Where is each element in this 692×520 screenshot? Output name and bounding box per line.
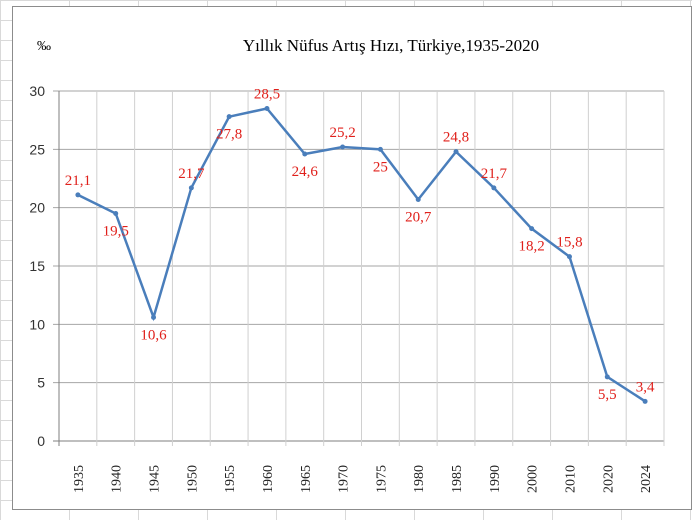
data-point xyxy=(642,398,648,404)
data-label: 15,8 xyxy=(556,235,582,251)
data-label: 21,1 xyxy=(65,173,91,189)
data-label: 25,2 xyxy=(329,125,355,141)
data-point xyxy=(113,211,119,216)
line-chart: ‰ Yıllık Nüfus Artış Hızı, Türkiye,1935-… xyxy=(29,36,665,493)
y-tick-label: 20 xyxy=(29,200,45,216)
x-tick-label: 1955 xyxy=(223,465,238,493)
data-label: 24,6 xyxy=(292,164,319,180)
x-tick-label: 1965 xyxy=(299,465,314,493)
data-point xyxy=(188,185,194,191)
x-tick-label: 2010 xyxy=(563,465,578,493)
chart-title: Yıllık Nüfus Artış Hızı, Türkiye,1935-20… xyxy=(243,36,539,55)
x-tick-label: 1975 xyxy=(374,465,389,493)
data-point xyxy=(302,151,308,157)
x-tick-label: 1945 xyxy=(148,465,163,493)
chart-container: ‰ Yıllık Nüfus Artış Hızı, Türkiye,1935-… xyxy=(12,6,692,510)
data-point xyxy=(529,226,535,232)
data-point xyxy=(264,106,270,111)
x-tick-label: 1950 xyxy=(185,465,200,493)
data-point xyxy=(377,146,383,152)
x-tick-label: 2020 xyxy=(601,465,616,493)
data-point xyxy=(453,149,459,155)
x-tick-label: 2024 xyxy=(639,465,654,493)
data-point xyxy=(491,185,497,191)
data-label: 5,5 xyxy=(598,387,617,403)
data-label: 21,7 xyxy=(178,166,205,182)
y-tick-label: 30 xyxy=(29,83,45,99)
data-point xyxy=(226,114,232,120)
y-axis-unit: ‰ xyxy=(37,39,51,54)
data-label: 19,5 xyxy=(103,224,129,240)
x-tick-label: 1970 xyxy=(337,465,352,493)
x-tick-label: 1935 xyxy=(72,465,87,493)
x-tick-label: 1960 xyxy=(261,465,276,493)
x-tick-label: 1990 xyxy=(488,465,503,493)
y-tick-label: 15 xyxy=(29,258,45,274)
data-label: 3,4 xyxy=(636,379,655,395)
data-label: 24,8 xyxy=(443,130,469,146)
data-point xyxy=(415,197,421,202)
x-tick-label: 2000 xyxy=(526,465,541,493)
data-label: 25 xyxy=(373,159,388,175)
data-point xyxy=(566,254,572,260)
x-tick-label: 1985 xyxy=(450,465,465,493)
y-tick-label: 25 xyxy=(29,141,45,157)
data-point xyxy=(604,374,610,380)
data-label: 21,7 xyxy=(481,166,508,182)
data-label: 10,6 xyxy=(140,327,167,343)
data-label: 27,8 xyxy=(216,127,242,143)
data-label: 18,2 xyxy=(519,239,545,255)
y-tick-label: 5 xyxy=(37,375,45,391)
data-point xyxy=(340,144,346,150)
series-line xyxy=(77,107,646,403)
x-tick-label: 1980 xyxy=(412,465,427,493)
data-point xyxy=(75,192,81,198)
data-point xyxy=(151,314,157,320)
y-tick-label: 10 xyxy=(29,316,45,332)
y-tick-label: 0 xyxy=(37,433,45,449)
data-label: 28,5 xyxy=(254,87,280,103)
data-label: 20,7 xyxy=(405,210,432,226)
x-tick-label: 1940 xyxy=(110,465,125,493)
